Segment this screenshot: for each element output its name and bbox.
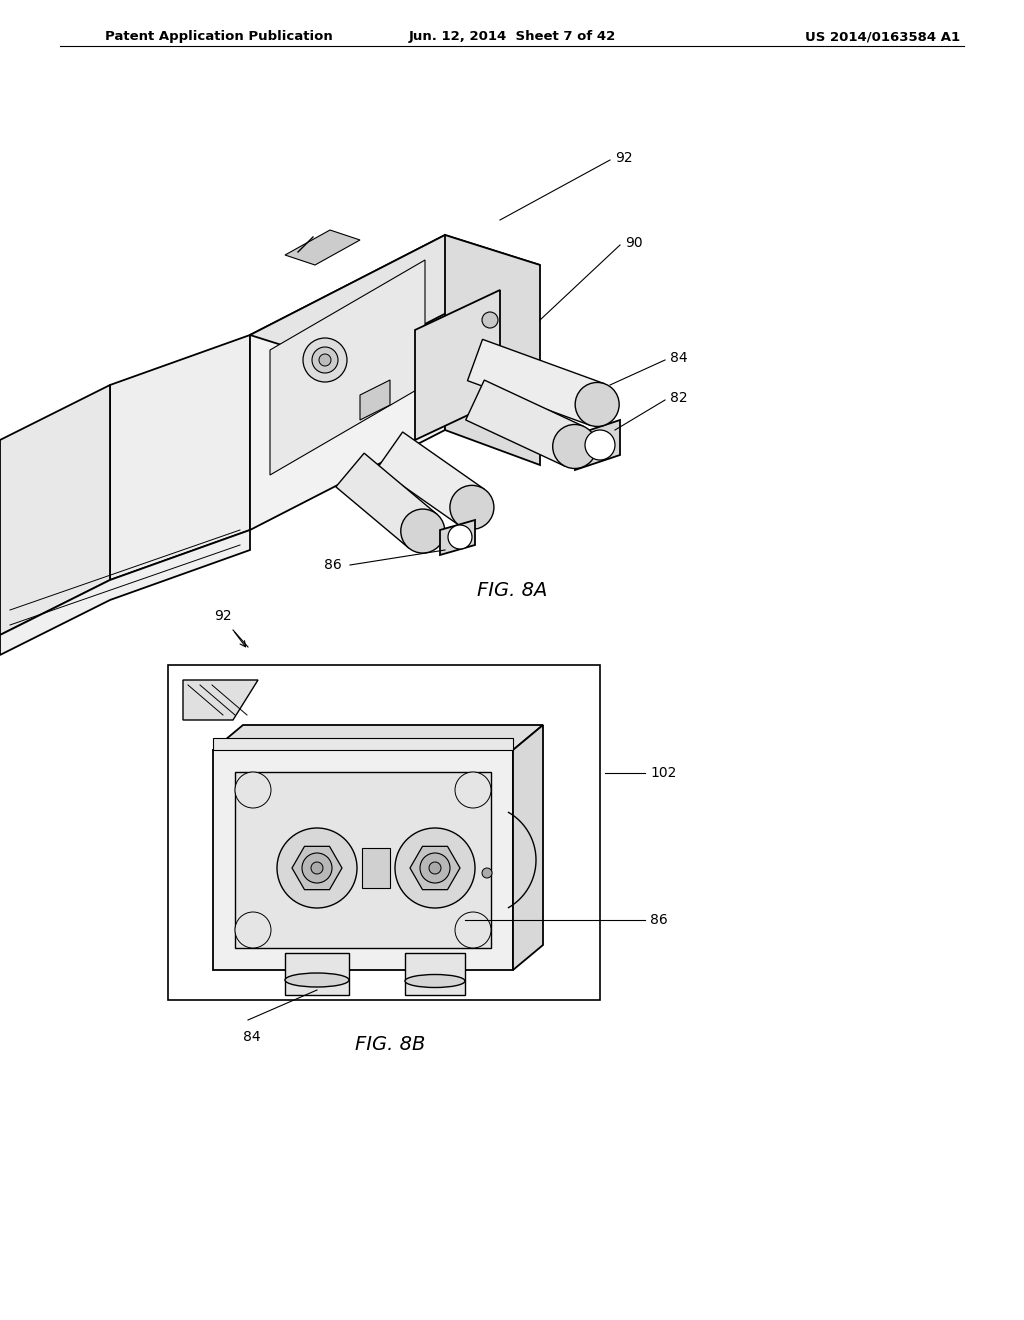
- Bar: [168, 665, 600, 1001]
- Circle shape: [482, 312, 498, 327]
- Ellipse shape: [406, 974, 465, 987]
- Text: FIG. 8B: FIG. 8B: [354, 1035, 425, 1055]
- Circle shape: [400, 510, 444, 553]
- Polygon shape: [250, 235, 540, 366]
- Text: 82: 82: [670, 391, 688, 405]
- Circle shape: [319, 354, 331, 366]
- Polygon shape: [285, 230, 360, 265]
- Polygon shape: [292, 846, 342, 890]
- Circle shape: [278, 828, 357, 908]
- Polygon shape: [415, 290, 500, 440]
- Polygon shape: [270, 260, 425, 475]
- Polygon shape: [213, 738, 513, 750]
- Circle shape: [234, 772, 271, 808]
- Circle shape: [302, 853, 332, 883]
- Text: 84: 84: [243, 1030, 261, 1044]
- Circle shape: [420, 853, 450, 883]
- Text: 84: 84: [670, 351, 688, 366]
- Polygon shape: [440, 520, 475, 554]
- Circle shape: [455, 772, 490, 808]
- Circle shape: [303, 338, 347, 381]
- Polygon shape: [378, 432, 484, 525]
- Polygon shape: [575, 420, 620, 470]
- Circle shape: [553, 425, 597, 469]
- Polygon shape: [0, 531, 250, 655]
- Circle shape: [482, 869, 492, 878]
- Circle shape: [311, 862, 323, 874]
- Circle shape: [395, 828, 475, 908]
- Circle shape: [312, 347, 338, 374]
- Text: 90: 90: [625, 236, 643, 249]
- Text: US 2014/0163584 A1: US 2014/0163584 A1: [805, 30, 961, 44]
- Circle shape: [449, 525, 472, 549]
- Text: Patent Application Publication: Patent Application Publication: [105, 30, 333, 44]
- Bar: [285, 953, 349, 995]
- Polygon shape: [362, 847, 390, 888]
- Polygon shape: [360, 380, 390, 420]
- Polygon shape: [234, 772, 490, 948]
- Polygon shape: [213, 750, 513, 970]
- Polygon shape: [250, 235, 445, 531]
- Polygon shape: [513, 725, 543, 970]
- Text: 92: 92: [214, 609, 231, 623]
- Text: 86: 86: [650, 913, 668, 927]
- Text: FIG. 8A: FIG. 8A: [477, 581, 547, 599]
- Polygon shape: [445, 235, 540, 465]
- Polygon shape: [468, 339, 605, 425]
- Text: 102: 102: [650, 766, 677, 780]
- Polygon shape: [466, 380, 584, 466]
- Polygon shape: [110, 335, 250, 579]
- Text: 92: 92: [615, 150, 633, 165]
- Polygon shape: [0, 385, 110, 635]
- Circle shape: [585, 430, 615, 459]
- Polygon shape: [336, 453, 437, 548]
- Polygon shape: [410, 846, 460, 890]
- Bar: [406, 953, 465, 995]
- Polygon shape: [213, 725, 543, 750]
- Text: 86: 86: [325, 558, 342, 572]
- Polygon shape: [183, 680, 258, 719]
- Circle shape: [429, 862, 441, 874]
- Circle shape: [455, 912, 490, 948]
- Circle shape: [575, 383, 620, 426]
- Text: Jun. 12, 2014  Sheet 7 of 42: Jun. 12, 2014 Sheet 7 of 42: [409, 30, 615, 44]
- Circle shape: [234, 912, 271, 948]
- Circle shape: [450, 486, 494, 529]
- Ellipse shape: [285, 973, 349, 987]
